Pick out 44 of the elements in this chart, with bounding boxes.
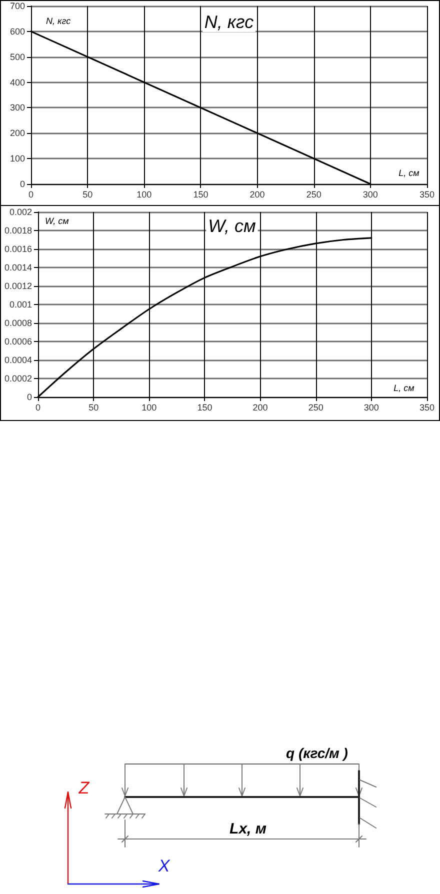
text: Z bbox=[78, 778, 90, 798]
y-tick-label: 0.0018 bbox=[4, 226, 32, 236]
x-tick-label: 100 bbox=[142, 402, 157, 412]
chart-title: N, кгс bbox=[204, 12, 254, 32]
y-axis-title: N, кгс bbox=[46, 16, 72, 26]
y-tick-label: 0.002 bbox=[9, 207, 32, 217]
x-tick-label: 50 bbox=[82, 190, 93, 200]
x-tick-label: 150 bbox=[197, 402, 212, 412]
y-tick-label: 0.0006 bbox=[4, 336, 32, 346]
y-tick-label: 0.0008 bbox=[4, 318, 32, 328]
x-tick-label: 300 bbox=[364, 402, 379, 412]
y-tick-label: 0.001 bbox=[9, 300, 32, 310]
y-tick-label: 500 bbox=[10, 52, 25, 62]
y-tick-label: 200 bbox=[10, 128, 25, 138]
x-tick-label: 350 bbox=[419, 190, 435, 200]
x-tick-label: 50 bbox=[88, 402, 99, 412]
text: Lx, м bbox=[230, 820, 266, 838]
y-tick-label: 400 bbox=[10, 77, 25, 88]
y-tick-label: 700 bbox=[10, 1, 25, 11]
x-tick-label: 300 bbox=[362, 190, 378, 200]
x-tick-label: 250 bbox=[308, 402, 324, 412]
y-tick-label: 0 bbox=[26, 392, 32, 402]
x-tick-label: 350 bbox=[419, 402, 435, 412]
y-tick-label: 0.0002 bbox=[4, 374, 32, 384]
x-axis-title: L, см bbox=[394, 383, 414, 393]
chart-title: W, см bbox=[208, 216, 256, 236]
x-axis-title: L, см bbox=[398, 168, 420, 178]
y-tick-label: 0.0004 bbox=[4, 355, 32, 365]
y-tick-label: 0.0016 bbox=[4, 244, 32, 254]
x-tick-label: 100 bbox=[136, 190, 152, 200]
x-tick-label: 0 bbox=[35, 402, 41, 412]
y-tick-label: 0.0012 bbox=[4, 281, 32, 291]
x-tick-label: 200 bbox=[252, 402, 268, 412]
y-tick-label: 0 bbox=[20, 179, 25, 189]
y-tick-label: 600 bbox=[10, 26, 25, 36]
y-tick-label: 0.0014 bbox=[4, 262, 32, 272]
x-tick-label: 250 bbox=[306, 190, 322, 200]
text: q (кгс/м ) bbox=[286, 745, 348, 761]
x-tick-label: 150 bbox=[193, 190, 208, 200]
x-tick-label: 200 bbox=[250, 190, 265, 200]
y-axis-title: W, см bbox=[45, 216, 69, 226]
y-tick-label: 300 bbox=[10, 102, 25, 113]
y-tick-label: 100 bbox=[10, 154, 25, 164]
text: X bbox=[157, 856, 170, 876]
